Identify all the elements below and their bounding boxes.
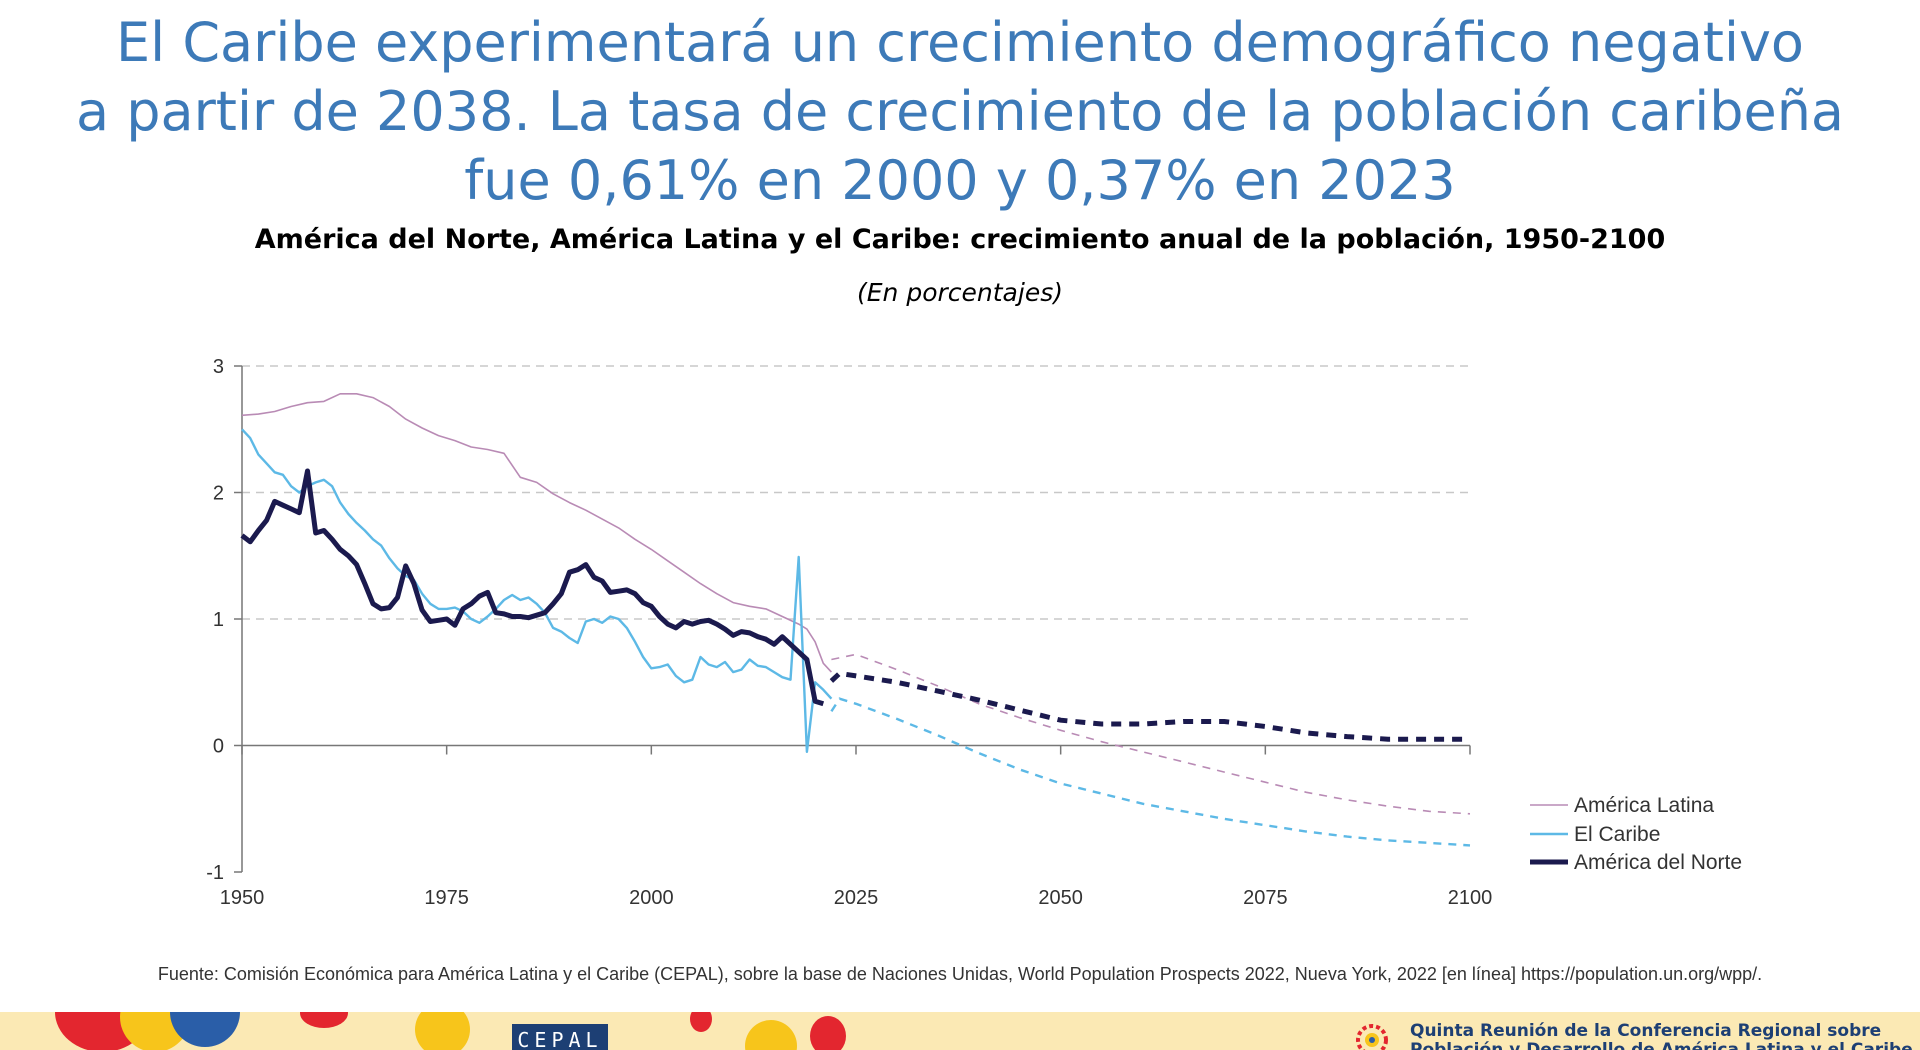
chart-title: América del Norte, América Latina y el C… (254, 224, 1666, 255)
chart-subtitle: (En porcentajes) (857, 278, 1063, 307)
y-tick-label: 3 (213, 356, 224, 378)
conference-name: Quinta Reunión de la Conferencia Regiona… (1410, 1022, 1913, 1050)
slide-title-line-2: a partir de 2038. La tasa de crecimiento… (75, 80, 1845, 143)
decorative-shape (415, 1012, 470, 1050)
legend-label: América del Norte (1574, 851, 1742, 874)
legend-label: El Caribe (1574, 823, 1660, 846)
x-tick-label: 2050 (1038, 887, 1083, 909)
x-tick-label: 2100 (1448, 887, 1493, 909)
slide-title: El Caribe experimentará un crecimiento d… (0, 8, 1920, 215)
series-projection-america-del-norte (829, 670, 1470, 742)
cepal-logo: CEPAL (512, 1024, 608, 1050)
series-projection-el-caribe (830, 697, 1471, 847)
y-tick-label: 0 (213, 736, 224, 758)
decorative-shape (170, 1012, 240, 1047)
decorative-shape (810, 1016, 846, 1050)
x-tick-label: 1975 (424, 887, 469, 909)
slide-title-line-1: El Caribe experimentará un crecimiento d… (116, 11, 1804, 74)
footer-banner: CEPAL Quinta Reunión de la Conferencia R… (0, 1012, 1920, 1050)
series-line-america-del-norte (240, 468, 825, 707)
decorative-shape (690, 1012, 712, 1032)
series-line-america-latina (241, 393, 832, 673)
conference-logo-icon (1356, 1024, 1388, 1050)
x-tick-label: 2025 (834, 887, 879, 909)
x-tick-label: 1950 (220, 887, 265, 909)
y-tick-label: 2 (213, 483, 224, 505)
y-tick-label: 1 (213, 609, 224, 631)
x-tick-label: 2075 (1243, 887, 1288, 909)
x-tick-label: 2000 (629, 887, 674, 909)
decorative-shape (300, 1012, 348, 1028)
decorative-shape (745, 1020, 797, 1050)
y-tick-label: -1 (206, 862, 224, 884)
legend-label: América Latina (1574, 794, 1714, 817)
conference-name-line-2: Población y Desarrollo de América Latina… (1410, 1040, 1913, 1050)
source-note: Fuente: Comisión Económica para América … (157, 964, 1763, 984)
population-growth-chart: -1 0 1 2 3 1950 1975 2000 2025 2050 2075 2100 Améric… (206, 356, 1742, 909)
slide-title-line-3: fue 0,61% en 2000 y 0,37% en 2023 (464, 149, 1456, 212)
conference-name-line-1: Quinta Reunión de la Conferencia Regiona… (1410, 1021, 1882, 1041)
series-line-el-caribe (241, 428, 833, 753)
series-projection-america-latina (831, 653, 1471, 815)
